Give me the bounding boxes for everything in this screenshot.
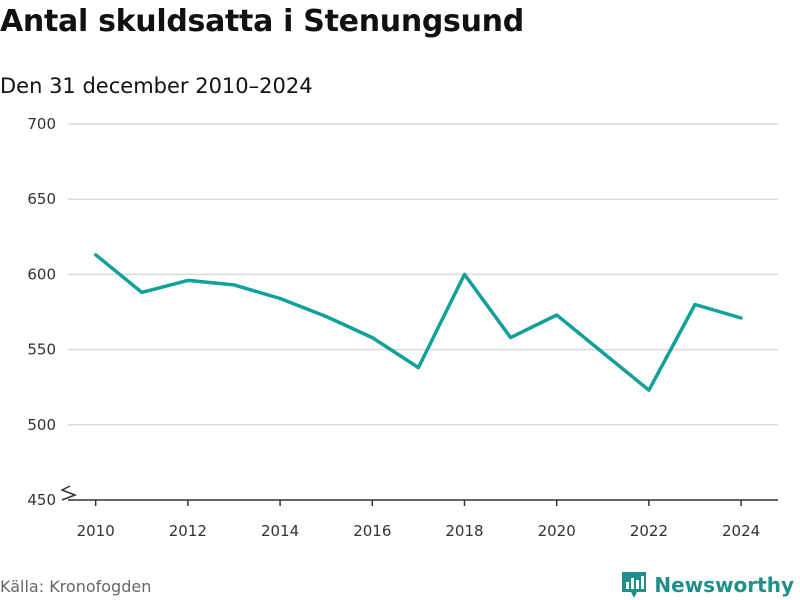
x-tick-label-2022: 2022 [630, 522, 668, 540]
chart-subtitle: Den 31 december 2010–2024 [0, 74, 313, 98]
source-note: Källa: Kronofogden [0, 577, 152, 596]
series-line-0 [93, 253, 743, 392]
newsworthy-logo-icon [622, 572, 647, 598]
chart-title: Antal skuldsatta i Stenungsund [0, 4, 524, 39]
data-point-2010 [94, 253, 97, 256]
data-point-2017 [417, 366, 420, 369]
x-tick-label-2020: 2020 [538, 522, 576, 540]
y-tick-label-550: 550 [27, 341, 56, 359]
series-layer [93, 253, 743, 392]
data-point-2011 [140, 291, 143, 294]
data-point-2016 [371, 336, 374, 339]
data-point-2013 [232, 283, 235, 286]
x-tick-label-2024: 2024 [722, 522, 760, 540]
data-point-2024 [740, 317, 743, 320]
brand-logo: Newsworthy [620, 570, 794, 600]
y-tick-label-650: 650 [27, 190, 56, 208]
x-tick-label-2010: 2010 [77, 522, 115, 540]
brand-name: Newsworthy [654, 573, 794, 597]
data-point-2015 [325, 315, 328, 318]
data-point-2014 [279, 297, 282, 300]
axis-layer: 450 500 550 600 650 700 2010 2012 2014 2016 2018 20… [27, 115, 778, 540]
data-point-2021 [601, 351, 604, 354]
data-point-2012 [186, 279, 189, 282]
data-point-2022 [647, 389, 650, 392]
y-tick-label-700: 700 [27, 115, 56, 133]
grid-layer [68, 123, 778, 426]
y-tick-label-450: 450 [27, 491, 56, 509]
data-point-2019 [509, 336, 512, 339]
data-point-2018 [463, 273, 466, 276]
x-tick-label-2014: 2014 [261, 522, 299, 540]
data-point-2023 [694, 303, 697, 306]
y-tick-label-500: 500 [27, 416, 56, 434]
y-tick-label-600: 600 [27, 265, 56, 283]
data-point-2020 [555, 314, 558, 317]
x-tick-label-2016: 2016 [353, 522, 391, 540]
x-tick-label-2012: 2012 [169, 522, 207, 540]
axis-break-mark [60, 485, 78, 501]
x-tick-label-2018: 2018 [445, 522, 483, 540]
